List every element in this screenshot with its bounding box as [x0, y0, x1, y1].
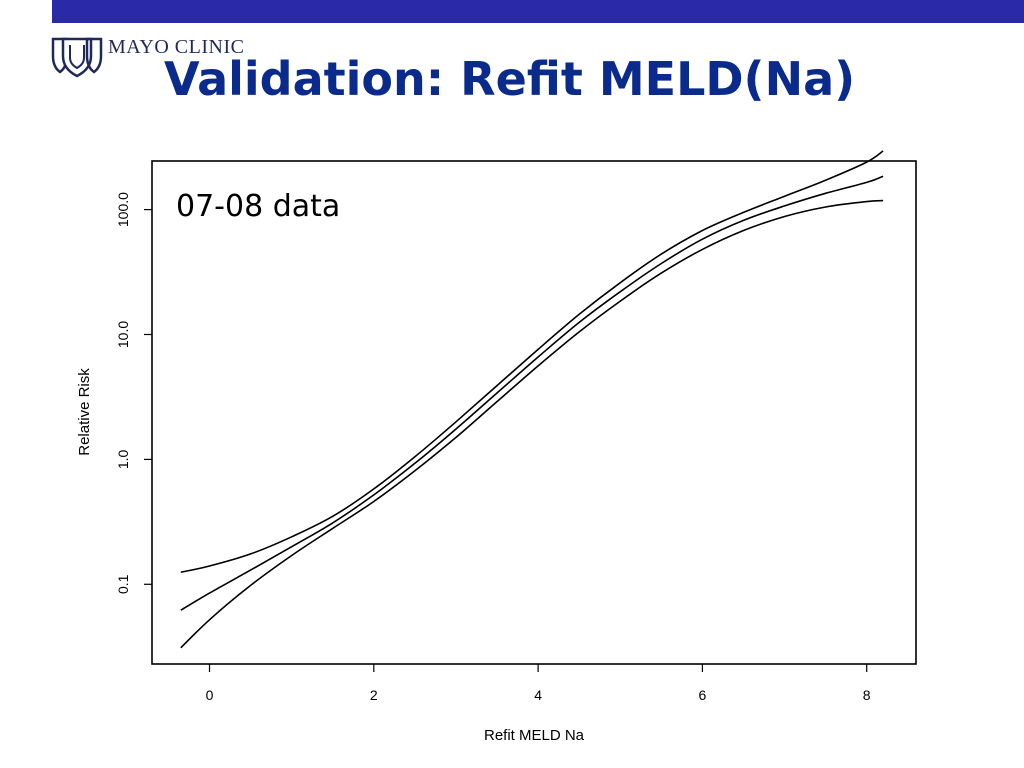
y-tick-label: 0.1 [115, 574, 131, 594]
mayo-shields-icon [51, 37, 103, 78]
x-axis-title: Refit MELD Na [484, 727, 585, 744]
x-tick-label: 2 [370, 687, 378, 703]
relative-risk-curve [180, 175, 884, 611]
chart-annotation: 07-08 data [176, 189, 340, 224]
y-axis: 0.1 1.0 10.0 100.0 [115, 192, 152, 594]
x-axis: 0 2 4 6 8 [206, 664, 871, 703]
x-tick-label: 4 [534, 687, 542, 703]
x-tick-label: 8 [863, 687, 871, 703]
plot-frame [151, 160, 917, 665]
slide-title: Validation: Refit MELD(Na) [164, 52, 856, 106]
upper-confidence-curve [180, 150, 884, 573]
series-layer [180, 150, 884, 649]
top-accent-bar [52, 0, 1024, 23]
lower-confidence-curve [180, 199, 884, 649]
y-tick-label: 100.0 [115, 192, 131, 227]
x-tick-label: 6 [699, 687, 707, 703]
mayo-clinic-logo: MAYO CLINIC [50, 34, 310, 80]
y-tick-label: 1.0 [115, 449, 131, 469]
logo-text: MAYO CLINIC [108, 36, 245, 58]
y-tick-label: 10.0 [115, 321, 131, 348]
x-tick-label: 0 [206, 687, 214, 703]
y-axis-title: Relative Risk [76, 368, 93, 456]
